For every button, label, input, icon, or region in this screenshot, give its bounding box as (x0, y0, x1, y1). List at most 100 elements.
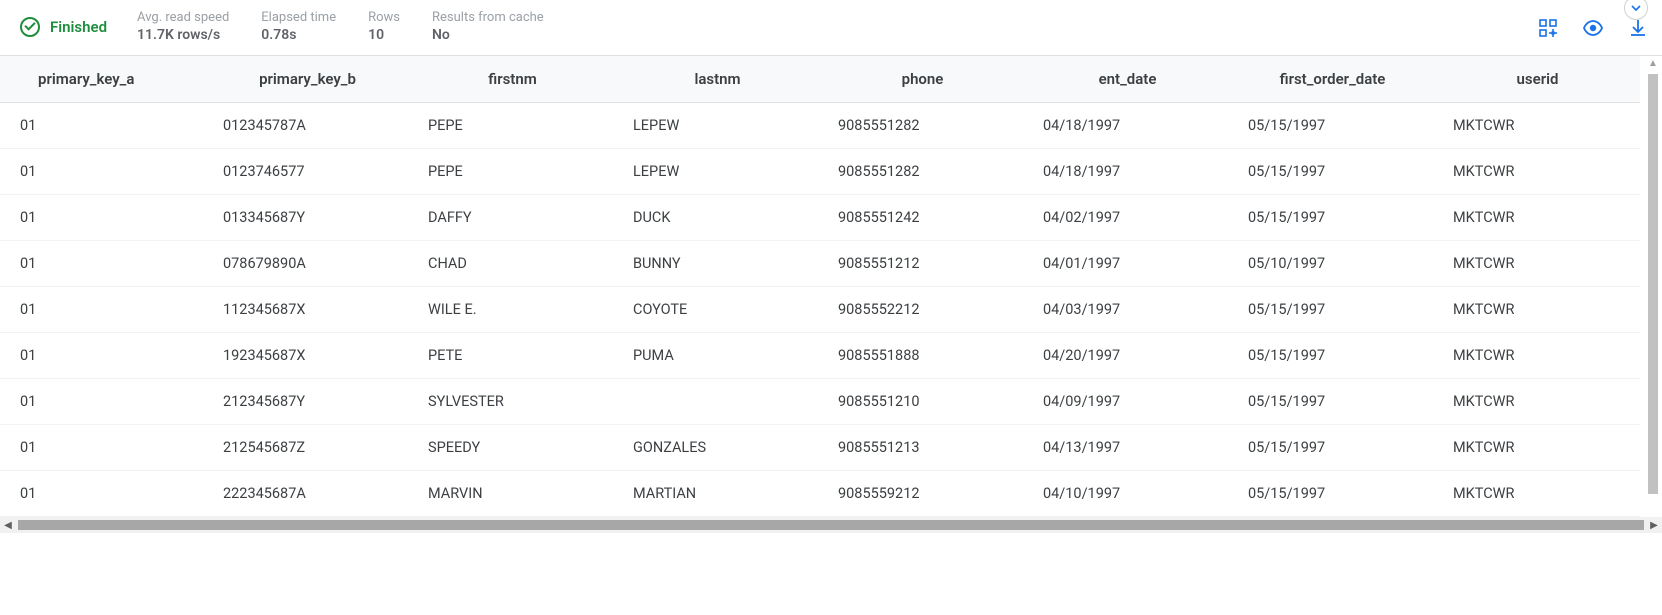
table-cell: 05/15/1997 (1230, 425, 1435, 471)
table-cell: 05/15/1997 (1230, 471, 1435, 517)
table-cell: 05/15/1997 (1230, 379, 1435, 425)
success-check-icon (20, 17, 40, 37)
stat-elapsed-time: Elapsed time 0.78s (261, 10, 336, 43)
column-header-firstnm[interactable]: firstnm (410, 56, 615, 103)
table-cell: MKTCWR (1435, 195, 1640, 241)
table-cell: 04/18/1997 (1025, 103, 1230, 149)
table-cell: MARTIAN (615, 471, 820, 517)
table-cell: 0123746577 (205, 149, 410, 195)
table-cell: 192345687X (205, 333, 410, 379)
table-body: 01012345787APEPELEPEW908555128204/18/199… (0, 103, 1640, 517)
table-cell: 01 (0, 195, 205, 241)
results-table-wrap: primary_key_aprimary_key_bfirstnmlastnmp… (0, 56, 1662, 517)
table-cell: COYOTE (615, 287, 820, 333)
table-cell: 01 (0, 103, 205, 149)
table-row[interactable]: 01212545687ZSPEEDYGONZALES908555121304/1… (0, 425, 1640, 471)
table-row[interactable]: 01013345687YDAFFYDUCK908555124204/02/199… (0, 195, 1640, 241)
column-header-primary_key_b[interactable]: primary_key_b (205, 56, 410, 103)
table-cell: 04/20/1997 (1025, 333, 1230, 379)
column-header-first_order_date[interactable]: first_order_date (1230, 56, 1435, 103)
stat-label: Elapsed time (261, 10, 336, 25)
preview-eye-icon[interactable] (1582, 17, 1604, 39)
scroll-right-arrow-icon[interactable]: ▶ (1646, 517, 1662, 533)
vertical-scroll-thumb[interactable] (1648, 74, 1658, 494)
scroll-up-arrow-icon[interactable]: ▲ (1646, 56, 1660, 70)
table-cell: 112345687X (205, 287, 410, 333)
table-cell: 04/03/1997 (1025, 287, 1230, 333)
table-cell: 013345687Y (205, 195, 410, 241)
table-cell: 05/15/1997 (1230, 287, 1435, 333)
table-cell: 01 (0, 471, 205, 517)
table-cell: MKTCWR (1435, 149, 1640, 195)
table-cell: 01 (0, 425, 205, 471)
stat-value: No (432, 27, 544, 43)
query-result-header: Finished Avg. read speed 11.7K rows/s El… (0, 0, 1662, 56)
table-cell (615, 379, 820, 425)
column-header-lastnm[interactable]: lastnm (615, 56, 820, 103)
table-row[interactable]: 010123746577PEPELEPEW908555128204/18/199… (0, 149, 1640, 195)
table-cell: 9085552212 (820, 287, 1025, 333)
table-cell: 01 (0, 241, 205, 287)
table-cell: SPEEDY (410, 425, 615, 471)
table-cell: MKTCWR (1435, 471, 1640, 517)
table-cell: MKTCWR (1435, 333, 1640, 379)
table-cell: MKTCWR (1435, 241, 1640, 287)
table-cell: 04/09/1997 (1025, 379, 1230, 425)
table-cell: 01 (0, 333, 205, 379)
table-row[interactable]: 01222345687AMARVINMARTIAN908555921204/10… (0, 471, 1640, 517)
column-header-primary_key_a[interactable]: primary_key_a (0, 56, 205, 103)
download-icon[interactable] (1628, 18, 1648, 38)
scroll-left-arrow-icon[interactable]: ◀ (0, 517, 16, 533)
stat-label: Avg. read speed (137, 10, 229, 25)
table-cell: DUCK (615, 195, 820, 241)
toolbar-icons (1538, 17, 1648, 39)
stat-label: Rows (368, 10, 400, 25)
table-cell: 04/10/1997 (1025, 471, 1230, 517)
table-row[interactable]: 01192345687XPETEPUMA908555188804/20/1997… (0, 333, 1640, 379)
table-cell: 04/18/1997 (1025, 149, 1230, 195)
table-row[interactable]: 01112345687XWILE E.COYOTE908555221204/03… (0, 287, 1640, 333)
horizontal-scroll-thumb[interactable] (18, 520, 1644, 530)
table-cell: 9085551282 (820, 103, 1025, 149)
table-cell: 05/15/1997 (1230, 333, 1435, 379)
column-header-ent_date[interactable]: ent_date (1025, 56, 1230, 103)
status-label: Finished (50, 18, 107, 36)
table-cell: 9085551212 (820, 241, 1025, 287)
results-table: primary_key_aprimary_key_bfirstnmlastnmp… (0, 56, 1640, 517)
table-cell: CHAD (410, 241, 615, 287)
table-cell: PEPE (410, 149, 615, 195)
table-cell: 9085551242 (820, 195, 1025, 241)
table-header: primary_key_aprimary_key_bfirstnmlastnmp… (0, 56, 1640, 103)
table-cell: SYLVESTER (410, 379, 615, 425)
table-cell: LEPEW (615, 103, 820, 149)
table-cell: GONZALES (615, 425, 820, 471)
table-cell: 01 (0, 379, 205, 425)
table-cell: MKTCWR (1435, 103, 1640, 149)
table-cell: PETE (410, 333, 615, 379)
table-cell: 05/15/1997 (1230, 149, 1435, 195)
table-cell: 01 (0, 149, 205, 195)
table-row[interactable]: 01012345787APEPELEPEW908555128204/18/199… (0, 103, 1640, 149)
table-cell: 9085551210 (820, 379, 1025, 425)
table-row[interactable]: 01078679890ACHADBUNNY908555121204/01/199… (0, 241, 1640, 287)
table-cell: 9085551888 (820, 333, 1025, 379)
stat-rows: Rows 10 (368, 10, 400, 43)
table-cell: 05/15/1997 (1230, 103, 1435, 149)
table-cell: BUNNY (615, 241, 820, 287)
horizontal-scrollbar[interactable]: ◀ ▶ (0, 517, 1662, 533)
table-cell: MARVIN (410, 471, 615, 517)
vertical-scrollbar[interactable]: ▲ ▼ (1646, 56, 1660, 531)
table-cell: 01 (0, 287, 205, 333)
stat-value: 11.7K rows/s (137, 27, 229, 43)
column-header-userid[interactable]: userid (1435, 56, 1640, 103)
stat-value: 0.78s (261, 27, 336, 43)
table-cell: 212345687Y (205, 379, 410, 425)
visualize-icon[interactable] (1538, 18, 1558, 38)
table-cell: PUMA (615, 333, 820, 379)
column-header-phone[interactable]: phone (820, 56, 1025, 103)
table-cell: 9085559212 (820, 471, 1025, 517)
table-cell: 9085551282 (820, 149, 1025, 195)
table-cell: DAFFY (410, 195, 615, 241)
table-cell: MKTCWR (1435, 287, 1640, 333)
table-row[interactable]: 01212345687YSYLVESTER 908555121004/09/199… (0, 379, 1640, 425)
